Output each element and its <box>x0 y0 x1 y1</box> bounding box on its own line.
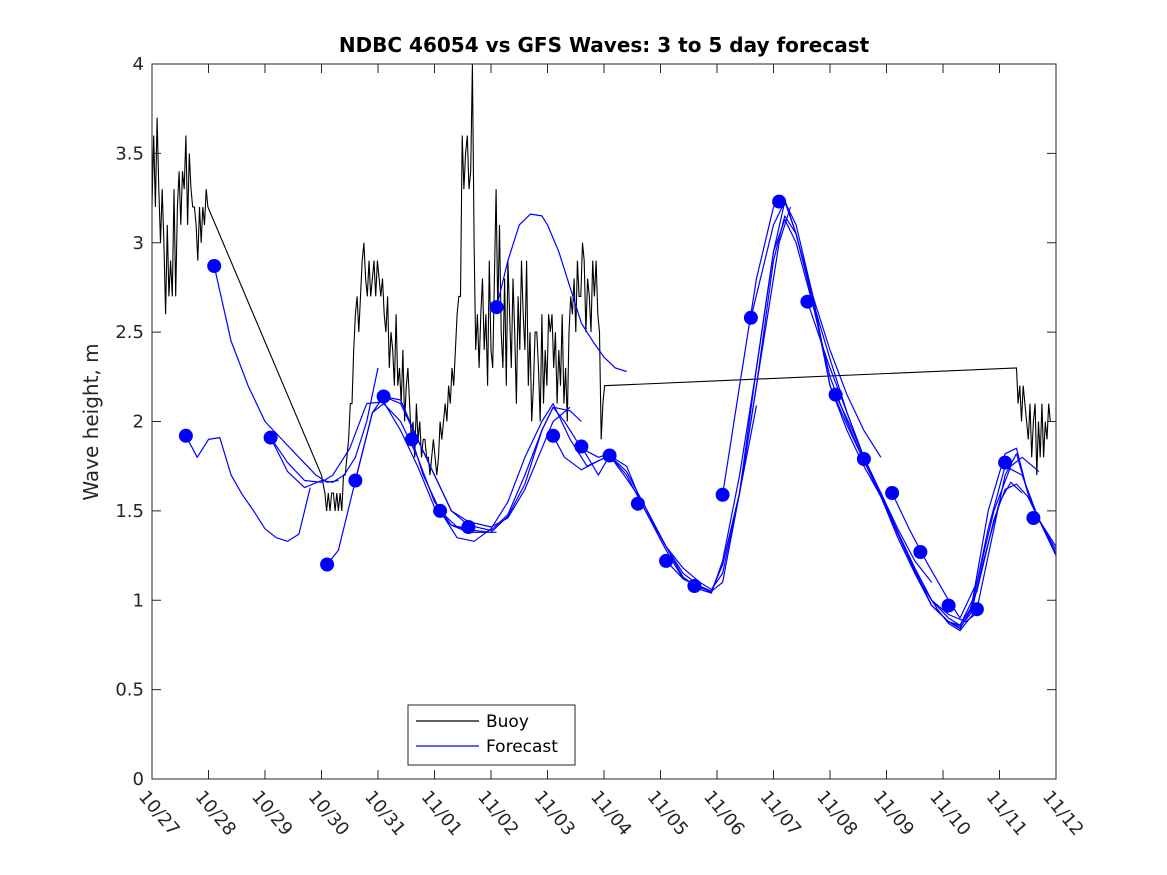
forecast-marker <box>630 496 645 511</box>
forecast-marker <box>687 579 702 593</box>
forecast-marker <box>376 389 391 404</box>
forecast-marker <box>433 503 448 518</box>
forecast-line-12 <box>609 215 882 591</box>
y-tick-label: 4 <box>133 54 144 75</box>
y-tick-label: 2 <box>133 412 144 433</box>
forecast-marker <box>546 428 561 443</box>
forecast-line-0 <box>185 435 311 542</box>
legend-box <box>407 704 576 766</box>
legend-buoy-label: Buoy <box>486 712 529 732</box>
legend: Buoy Forecast <box>407 704 576 766</box>
forecast-marker <box>998 455 1013 470</box>
forecast-line-19 <box>863 458 1057 626</box>
y-tick-label: 2.5 <box>115 322 144 343</box>
forecast-marker <box>772 194 787 209</box>
forecast-marker <box>913 545 928 559</box>
forecast-line-8 <box>439 403 712 594</box>
forecast-marker <box>489 300 504 315</box>
forecast-marker <box>800 294 815 309</box>
forecast-marker <box>348 473 363 488</box>
forecast-marker <box>941 598 956 613</box>
forecast-marker <box>404 432 419 447</box>
legend-forecast-label: Forecast <box>486 737 558 757</box>
forecast-marker <box>659 553 674 568</box>
y-axis-label: Wave height, m <box>79 343 103 500</box>
series-layer <box>151 63 1057 632</box>
y-tick-label: 1.5 <box>115 501 144 522</box>
forecast-marker <box>320 557 335 572</box>
forecast-marker <box>574 439 589 454</box>
buoy-line <box>151 63 1051 511</box>
y-tick-label: 3 <box>133 233 144 254</box>
forecast-marker <box>1026 511 1041 525</box>
forecast-marker <box>969 602 984 617</box>
forecast-line-16 <box>750 201 1057 630</box>
forecast-marker <box>207 259 222 273</box>
plot-area <box>152 64 1056 779</box>
forecast-marker <box>743 310 758 325</box>
forecast-line-20 <box>891 456 1040 619</box>
y-tick-label: 0.5 <box>115 680 144 701</box>
forecast-marker <box>828 387 843 402</box>
forecast-line-9 <box>496 213 627 373</box>
forecast-marker <box>263 430 278 445</box>
y-tick-label: 1 <box>133 590 144 611</box>
forecast-marker <box>856 452 871 466</box>
forecast-marker <box>715 487 730 502</box>
chart-title: NDBC 46054 vs GFS Waves: 3 to 5 day fore… <box>339 33 870 57</box>
forecast-line-3 <box>270 367 379 489</box>
y-tick-label: 0 <box>133 769 144 790</box>
forecast-marker <box>178 428 193 443</box>
forecast-marker <box>602 448 617 463</box>
forecast-marker <box>461 520 476 534</box>
forecast-marker <box>885 486 900 500</box>
forecast-line-1 <box>213 265 339 483</box>
forecast-line-17 <box>806 301 1057 626</box>
y-tick-label: 3.5 <box>115 143 144 164</box>
